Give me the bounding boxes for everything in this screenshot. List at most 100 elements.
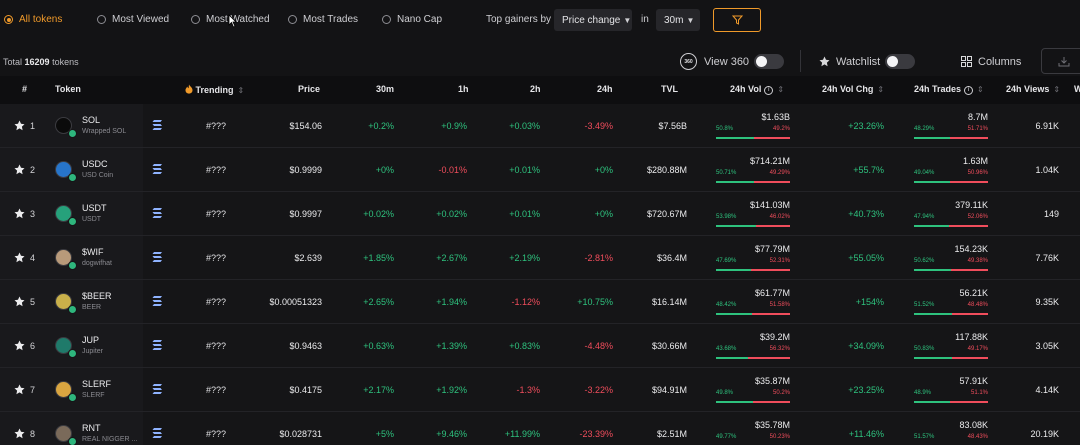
- table-row[interactable]: 3 USDT USDT #??? $0.9997 +0.02% +0.02% +0.01% +0…: [0, 192, 1080, 236]
- trades-sell-pct: 49.38%: [967, 258, 988, 264]
- radio-label: All tokens: [19, 14, 63, 25]
- star-icon[interactable]: [14, 252, 25, 263]
- col-24h-vol-label: 24h Vol: [730, 84, 762, 94]
- trending-rank: #???: [206, 385, 227, 395]
- token-symbol[interactable]: SOL: [82, 115, 101, 125]
- star-icon[interactable]: [14, 208, 25, 219]
- interval-select-value: 30m: [664, 14, 684, 26]
- columns-icon[interactable]: [961, 56, 972, 67]
- radio-most-viewed[interactable]: Most Viewed: [97, 14, 169, 25]
- trades-buy-fill: [914, 357, 952, 359]
- change-30m: +2.17%: [363, 385, 394, 395]
- table-row[interactable]: 5 $BEER BEER #??? $0.00051323 +2.65% +1.94% -1.…: [0, 280, 1080, 324]
- star-icon[interactable]: [14, 120, 25, 131]
- columns-label[interactable]: Columns: [978, 56, 1022, 68]
- vol-buy-fill: [716, 357, 749, 359]
- vol-change-24h: +11.46%: [848, 429, 884, 439]
- price: $154.06: [289, 121, 322, 131]
- star-icon[interactable]: [14, 384, 25, 395]
- tvl: $280.88M: [646, 165, 687, 175]
- vol-buy-fill: [716, 313, 752, 315]
- col-24h-vol-chg-label: 24h Vol Chg: [822, 84, 874, 94]
- col-24h[interactable]: 24h: [597, 84, 613, 94]
- vol-value: $1.63B: [761, 112, 790, 122]
- radio-all-tokens[interactable]: All tokens: [4, 14, 62, 25]
- trending-rank: #???: [206, 341, 227, 351]
- interval-select[interactable]: 30m ▼: [656, 9, 700, 31]
- export-button[interactable]: [1041, 48, 1080, 74]
- star-icon[interactable]: [14, 340, 25, 351]
- trades-24h: 83.08K 51.57% 48.43%: [914, 420, 988, 445]
- vol-value: $35.87M: [754, 376, 790, 386]
- trades-value: 8.7M: [967, 112, 988, 122]
- col-24h-vol-chg[interactable]: 24h Vol Chg ⇕: [822, 84, 884, 94]
- table-row[interactable]: 4 $WIF dogwifhat #??? $2.639 +1.85% +2.67% +2.1…: [0, 236, 1080, 280]
- token-symbol[interactable]: $BEER: [82, 291, 112, 301]
- sort-icon: ⇕: [877, 85, 885, 94]
- price: $0.9997: [289, 209, 322, 219]
- vol-24h: $1.63B 50.8% 49.2%: [716, 112, 790, 139]
- trades-value: 83.08K: [959, 420, 988, 430]
- star-icon[interactable]: [14, 296, 25, 307]
- vol-24h: $141.03M 53.98% 46.02%: [716, 200, 790, 227]
- col-tvl[interactable]: TVL: [661, 84, 678, 94]
- radio-dot: [382, 15, 391, 24]
- col-trending[interactable]: Trending ⇕: [185, 84, 244, 95]
- watchlist-toggle[interactable]: [885, 54, 915, 69]
- radio-nano-cap[interactable]: Nano Cap: [382, 14, 442, 25]
- radio-most-trades[interactable]: Most Trades: [288, 14, 358, 25]
- token-symbol[interactable]: $WIF: [82, 247, 104, 257]
- vol-value: $714.21M: [749, 156, 790, 166]
- star-icon[interactable]: [14, 428, 25, 439]
- vol-value: $39.2M: [759, 332, 790, 342]
- table-row[interactable]: 1 SOL Wrapped SOL #??? $154.06 +0.2% +0.9% +0.0…: [0, 104, 1080, 148]
- table-row[interactable]: 2 USDC USD Coin #??? $0.9999 +0% -0.01% +0.01% +…: [0, 148, 1080, 192]
- info-icon[interactable]: i: [764, 86, 774, 95]
- radio-label: Most Watched: [206, 14, 270, 25]
- col-24h-vol[interactable]: 24h Vol i ⇕: [730, 84, 784, 95]
- change-24h: +0%: [594, 209, 613, 219]
- change-2h: -1.3%: [516, 385, 540, 395]
- trades-split-bar: [914, 137, 988, 139]
- col-token[interactable]: Token: [55, 84, 81, 94]
- token-symbol[interactable]: SLERF: [82, 379, 112, 389]
- radio-most-watched[interactable]: Most Watched: [191, 14, 270, 25]
- token-symbol[interactable]: RNT: [82, 423, 101, 433]
- table-row[interactable]: 6 JUP Jupiter #??? $0.9463 +0.63% +1.39% +0.83%…: [0, 324, 1080, 368]
- col-2h[interactable]: 2h: [530, 84, 541, 94]
- vol-change-24h: +23.26%: [848, 121, 884, 131]
- wif-icon: [55, 249, 72, 266]
- token-symbol[interactable]: JUP: [82, 335, 100, 345]
- col-w[interactable]: W: [1074, 84, 1080, 94]
- vol-value: $61.77M: [754, 288, 790, 298]
- trades-buy-fill: [914, 137, 950, 139]
- col-24h-trades[interactable]: 24h Trades i ⇕: [914, 84, 984, 95]
- view-360-toggle[interactable]: [754, 54, 784, 69]
- col-24h-views[interactable]: 24h Views ⇕: [1006, 84, 1060, 94]
- vol-buy-pct: 47.69%: [716, 258, 737, 264]
- change-2h: +11.99%: [504, 429, 540, 439]
- price: $0.9463: [289, 341, 322, 351]
- token-symbol[interactable]: USDC: [82, 159, 108, 169]
- radio-dot: [97, 15, 106, 24]
- table-row[interactable]: 8 RNT REAL NIGGER ... #??? $0.028731 +5% +9.46…: [0, 412, 1080, 445]
- token-symbol[interactable]: USDT: [82, 203, 107, 213]
- col-30m[interactable]: 30m: [376, 84, 395, 94]
- solana-chain-icon: [152, 428, 162, 438]
- price: $0.4175: [289, 385, 322, 395]
- trades-buy-pct: 51.52%: [914, 302, 935, 308]
- change-30m: +5%: [375, 429, 394, 439]
- col-1h[interactable]: 1h: [458, 84, 469, 94]
- col-price[interactable]: Price: [298, 84, 321, 94]
- filter-button[interactable]: [713, 8, 761, 32]
- change-24h: -2.81%: [584, 253, 613, 263]
- metric-select[interactable]: Price change ▼: [554, 9, 632, 31]
- star-icon[interactable]: [14, 164, 25, 175]
- verified-badge-icon: [68, 393, 77, 402]
- solana-chain-icon: [152, 120, 162, 130]
- table-row[interactable]: 7 SLERF SLERF #??? $0.4175 +2.17% +1.92% -1.3% -…: [0, 368, 1080, 412]
- info-icon[interactable]: i: [964, 86, 974, 95]
- solana-chain-icon: [152, 208, 162, 218]
- change-1h: +9.46%: [436, 429, 467, 439]
- solana-chain-icon: [152, 384, 162, 394]
